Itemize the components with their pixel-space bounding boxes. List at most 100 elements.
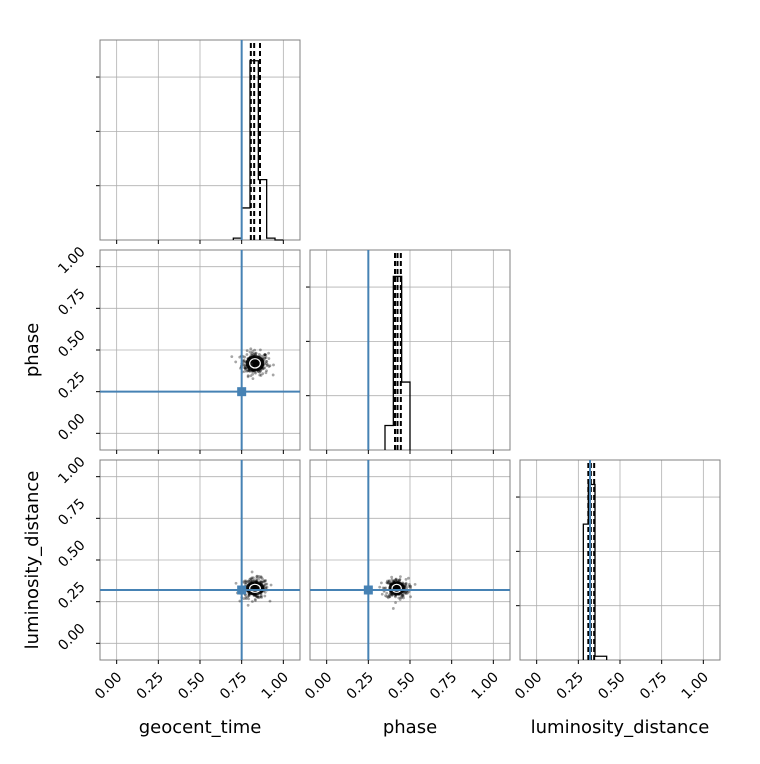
phase-vs-luminosity_distance-sample-point	[392, 579, 395, 583]
geocent_time-vs-luminosity_distance-sample-point	[243, 579, 247, 583]
geocent_time-vs-luminosity_distance-sample-point	[262, 580, 266, 584]
phase-vs-luminosity_distance-sample-point	[387, 581, 390, 585]
geocent_time-vs-phase-sample-point	[262, 366, 266, 370]
geocent_time-vs-phase-sample-point	[243, 370, 246, 373]
phase-vs-luminosity_distance-sample-point	[409, 595, 412, 599]
phase-vs-luminosity_distance-sample-point	[405, 592, 408, 595]
geocent_time-vs-luminosity_distance-sample-point	[259, 575, 263, 579]
geocent_time-vs-phase-yticklabel-0: 0.00	[55, 411, 88, 444]
geocent_time-vs-luminosity_distance-sample-point	[268, 599, 272, 603]
geocent_time-vs-luminosity_distance-sample-point	[264, 586, 268, 590]
hist-luminosity_distance-xticklabel-2: 0.50	[595, 669, 628, 702]
geocent_time-vs-phase-sample-point	[234, 360, 238, 364]
geocent_time-vs-phase-sample-point	[246, 374, 250, 378]
geocent_time-vs-luminosity_distance-sample-point	[255, 575, 259, 579]
geocent_time-vs-luminosity_distance-sample-point	[258, 580, 262, 583]
phase-vs-luminosity_distance-sample-point	[388, 593, 391, 597]
geocent_time-vs-luminosity_distance-sample-point	[247, 580, 251, 583]
geocent_time-vs-luminosity_distance-sample-point	[250, 576, 254, 580]
geocent_time-vs-phase-sample-point	[243, 364, 247, 368]
geocent_time-vs-luminosity_distance-sample-point	[261, 577, 264, 581]
phase-vs-luminosity_distance-contour-inner	[391, 583, 402, 593]
geocent_time-vs-luminosity_distance-sample-point	[249, 577, 253, 581]
geocent_time-vs-luminosity_distance-yticklabel-2: 0.50	[55, 537, 88, 570]
geocent_time-vs-phase-sample-point	[249, 374, 253, 378]
geocent_time-vs-phase-sample-point	[245, 349, 249, 353]
geocent_time-vs-phase-sample-point	[258, 348, 262, 352]
ylabel-phase: phase	[22, 323, 43, 377]
geocent_time-vs-luminosity_distance-yticklabel-4: 1.00	[55, 454, 88, 487]
geocent_time-vs-luminosity_distance-sample-point	[247, 594, 251, 598]
phase-vs-luminosity_distance-sample-point	[390, 578, 394, 582]
geocent_time-vs-phase-sample-point	[257, 352, 261, 356]
geocent_time-vs-phase-sample-point	[271, 373, 275, 377]
phase-vs-luminosity_distance-sample-point	[397, 596, 401, 600]
geocent_time-vs-luminosity_distance-sample-point	[244, 579, 248, 583]
phase-vs-luminosity_distance-sample-point	[386, 596, 390, 600]
geocent_time-vs-phase-sample-point	[249, 353, 253, 357]
phase-vs-luminosity_distance-contour-outer	[388, 581, 405, 596]
geocent_time-vs-luminosity_distance-yticklabel-3: 0.75	[55, 496, 88, 529]
phase-vs-luminosity_distance-sample-point	[403, 583, 407, 586]
phase-vs-luminosity_distance-sample-point	[384, 586, 388, 590]
geocent_time-vs-luminosity_distance-sample-point	[255, 574, 259, 578]
geocent_time-vs-phase-sample-point	[248, 350, 252, 354]
geocent_time-vs-luminosity_distance-sample-point	[258, 595, 261, 599]
hist-luminosity_distance-xticklabel-3: 0.75	[637, 669, 670, 702]
geocent_time-vs-phase-sample-point	[251, 372, 255, 376]
phase-vs-luminosity_distance-sample-point	[378, 585, 382, 589]
geocent_time-vs-phase-truth-marker	[237, 387, 247, 397]
geocent_time-vs-luminosity_distance-sample-point	[238, 599, 242, 603]
geocent_time-vs-luminosity_distance-sample-point	[244, 597, 248, 600]
geocent_time-vs-phase-sample-point	[242, 358, 246, 362]
geocent_time-vs-luminosity_distance-sample-point	[259, 594, 263, 598]
geocent_time-vs-luminosity_distance-truth-marker	[237, 585, 247, 595]
geocent_time-vs-phase-sample-point	[266, 363, 269, 367]
geocent_time-vs-phase-sample-point	[230, 355, 234, 359]
geocent_time-vs-luminosity_distance-xticklabel-4: 1.00	[259, 669, 292, 702]
geocent_time-vs-luminosity_distance-sample-point	[257, 575, 261, 578]
geocent_time-vs-luminosity_distance-sample-point	[255, 595, 258, 599]
geocent_time-vs-phase-sample-point	[252, 353, 256, 356]
phase-vs-luminosity_distance-sample-point	[397, 579, 401, 583]
geocent_time-vs-luminosity_distance-sample-point	[256, 595, 260, 599]
geocent_time-vs-phase-sample-point	[268, 364, 272, 368]
geocent_time-vs-phase-sample-point	[272, 363, 275, 367]
xlabel-geocent-time: geocent_time	[139, 717, 262, 738]
phase-vs-luminosity_distance-sample-point	[404, 584, 408, 588]
geocent_time-vs-luminosity_distance-sample-point	[247, 593, 251, 597]
phase-vs-luminosity_distance-xticklabel-1: 0.25	[344, 669, 377, 702]
phase-vs-luminosity_distance-sample-point	[406, 591, 410, 595]
geocent_time-vs-phase-sample-point	[264, 356, 268, 359]
geocent_time-vs-phase-sample-point	[243, 366, 246, 370]
phase-vs-luminosity_distance-sample-point	[404, 591, 407, 595]
hist-luminosity_distance-xticklabel-1: 0.25	[554, 669, 587, 702]
geocent_time-vs-luminosity_distance-sample-point	[250, 570, 254, 574]
geocent_time-vs-phase-sample-point	[238, 355, 242, 359]
geocent_time-vs-phase-sample-point	[245, 369, 249, 373]
geocent_time-vs-luminosity_distance-contour-outer	[245, 581, 265, 596]
geocent_time-vs-phase-yticklabel-3: 0.75	[55, 286, 88, 319]
phase-vs-luminosity_distance-sample-point	[398, 578, 402, 582]
geocent_time-vs-phase-sample-point	[248, 370, 252, 373]
geocent_time-vs-phase-sample-point	[264, 362, 268, 366]
geocent_time-vs-phase-yticklabel-2: 0.50	[55, 327, 88, 360]
geocent_time-vs-luminosity_distance-sample-point	[265, 582, 269, 586]
phase-vs-luminosity_distance-sample-point	[394, 601, 397, 604]
phase-vs-luminosity_distance-sample-point	[387, 581, 391, 584]
geocent_time-vs-luminosity_distance-contour-inner	[249, 583, 261, 593]
geocent_time-vs-luminosity_distance-sample-point	[259, 575, 263, 579]
phase-vs-luminosity_distance-sample-point	[383, 586, 386, 590]
geocent_time-vs-luminosity_distance-sample-point	[250, 577, 254, 581]
geocent_time-vs-phase-sample-point	[245, 353, 249, 356]
phase-vs-luminosity_distance-sample-point	[407, 583, 411, 586]
phase-vs-luminosity_distance-sample-point	[398, 577, 402, 581]
geocent_time-vs-phase-sample-point	[242, 360, 245, 364]
geocent_time-vs-luminosity_distance-sample-point	[259, 580, 263, 584]
geocent_time-vs-phase-sample-point	[250, 351, 254, 355]
geocent_time-vs-luminosity_distance-sample-point	[243, 581, 247, 585]
geocent_time-vs-luminosity_distance-sample-point	[254, 599, 257, 602]
geocent_time-vs-luminosity_distance-sample-point	[255, 595, 259, 599]
geocent_time-vs-phase-sample-point	[246, 375, 250, 379]
